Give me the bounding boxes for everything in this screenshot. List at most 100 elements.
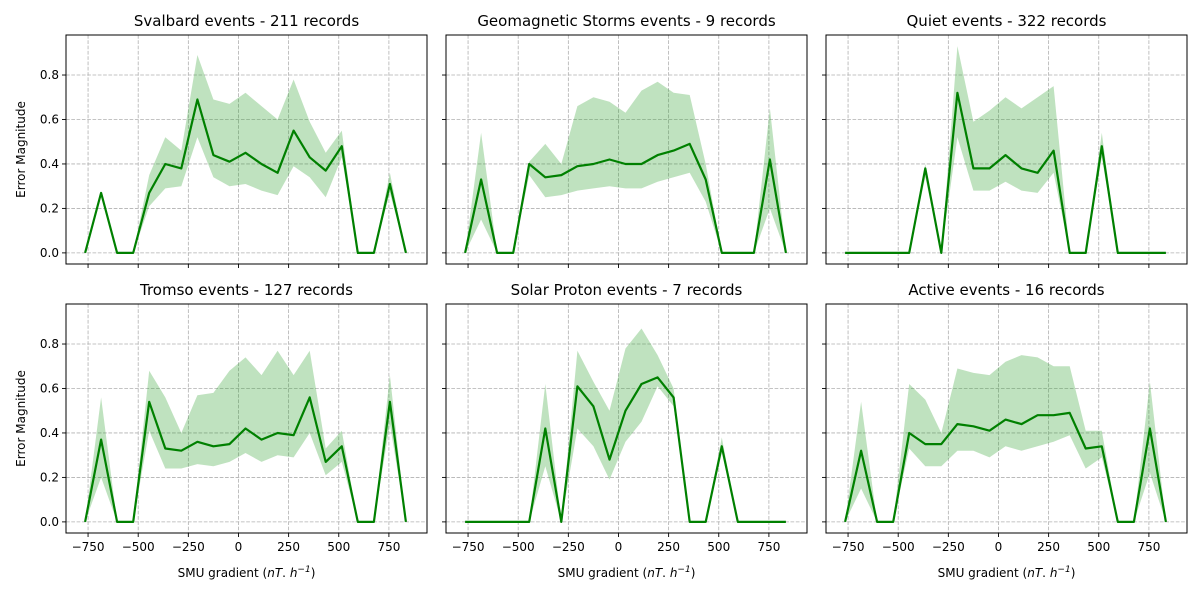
data-point-0 [464,252,466,254]
x-tick-label: 750 [1137,540,1160,554]
x-tick-label: 750 [377,540,400,554]
panel-title: Tromso events - 127 records [139,281,353,299]
y-tick-label: 0.0 [40,515,59,529]
x-tick-label: −750 [452,540,485,554]
y-tick-label: 0.2 [40,470,59,484]
data-point-10 [624,163,626,165]
confidence-band [845,46,1166,253]
y-tick-label: 0.6 [40,112,59,126]
x-axis-label: SMU gradient (nT. h−1) [938,565,1076,580]
x-axis-label: SMU gradient (nT. h−1) [178,565,316,580]
data-point-7 [956,92,958,94]
y-axis-label: Error Magnitude [14,370,28,467]
data-point-9 [608,158,610,160]
data-point-16 [721,252,723,254]
y-tick-label: 0.4 [40,157,59,171]
x-tick-label: 0 [615,540,623,554]
x-tick-label: −250 [552,540,585,554]
data-point-16 [341,145,343,147]
data-point-1 [860,450,862,452]
data-point-6 [180,167,182,169]
data-point-6 [560,174,562,176]
x-tick-label: 750 [757,540,780,554]
x-tick-label: −500 [502,540,535,554]
x-tick-label: 250 [657,540,680,554]
data-point-1 [860,252,862,254]
data-point-19 [1149,427,1151,429]
x-tick-label: 0 [995,540,1003,554]
data-point-12 [656,376,658,378]
data-point-1 [480,521,482,523]
data-point-14 [688,143,690,145]
x-tick-label: −500 [882,540,915,554]
y-tick-label: 0.0 [40,246,59,260]
x-tick-label: 250 [277,540,300,554]
data-point-20 [405,252,407,254]
data-point-17 [737,521,739,523]
data-point-4 [908,432,910,434]
x-tick-label: 0 [235,540,243,554]
panel-2: Geomagnetic Storms events - 9 records [442,12,808,268]
data-point-7 [956,423,958,425]
mean-line [465,376,786,524]
data-point-3 [892,252,894,254]
data-point-12 [276,432,278,434]
data-point-8 [972,425,974,427]
data-point-3 [512,521,514,523]
axes-frame [445,34,808,265]
data-point-20 [1165,252,1167,254]
x-tick-label: 500 [1087,540,1110,554]
data-point-5 [544,427,546,429]
data-point-19 [389,401,391,403]
data-point-6 [940,443,942,445]
axes-frame [445,303,808,534]
confidence-band [465,328,786,522]
data-point-1 [100,192,102,194]
mean-line [845,91,1166,254]
mean-line [844,411,1167,524]
data-point-20 [405,521,407,523]
panel-title: Svalbard events - 211 records [134,12,359,30]
x-tick-label: −250 [932,540,965,554]
x-tick-label: −750 [72,540,105,554]
data-point-3 [132,521,134,523]
data-point-14 [688,521,690,523]
y-tick-label: 0.6 [40,381,59,395]
y-axis-label: Error Magnitude [14,101,28,198]
data-point-18 [373,521,375,523]
data-point-15 [1085,252,1087,254]
data-point-11 [260,438,262,440]
data-point-4 [908,252,910,254]
y-tick-label: 0.2 [40,201,59,215]
data-point-15 [705,178,707,180]
data-point-10 [1004,418,1006,420]
data-point-16 [721,445,723,447]
data-point-0 [84,521,86,523]
data-point-11 [640,383,642,385]
data-point-6 [560,521,562,523]
panel-title: Geomagnetic Storms events - 9 records [477,12,776,30]
data-point-1 [100,438,102,440]
data-point-5 [544,176,546,178]
data-point-13 [292,434,294,436]
data-point-11 [1020,167,1022,169]
data-point-2 [496,252,498,254]
y-tick-label: 0.4 [40,426,59,440]
data-point-10 [1004,154,1006,156]
data-point-0 [464,521,466,523]
data-point-12 [1036,414,1038,416]
axes-frame [65,303,428,534]
data-point-9 [988,430,990,432]
data-point-19 [769,158,771,160]
data-point-17 [357,252,359,254]
data-point-14 [308,396,310,398]
axes-frame [65,34,428,265]
data-point-8 [212,154,214,156]
mean-line [464,142,787,254]
x-tick-label: −250 [172,540,205,554]
x-tick-label: 250 [1037,540,1060,554]
data-point-0 [844,521,846,523]
data-point-10 [244,152,246,154]
y-tick-label: 0.8 [40,68,59,82]
data-point-4 [148,401,150,403]
